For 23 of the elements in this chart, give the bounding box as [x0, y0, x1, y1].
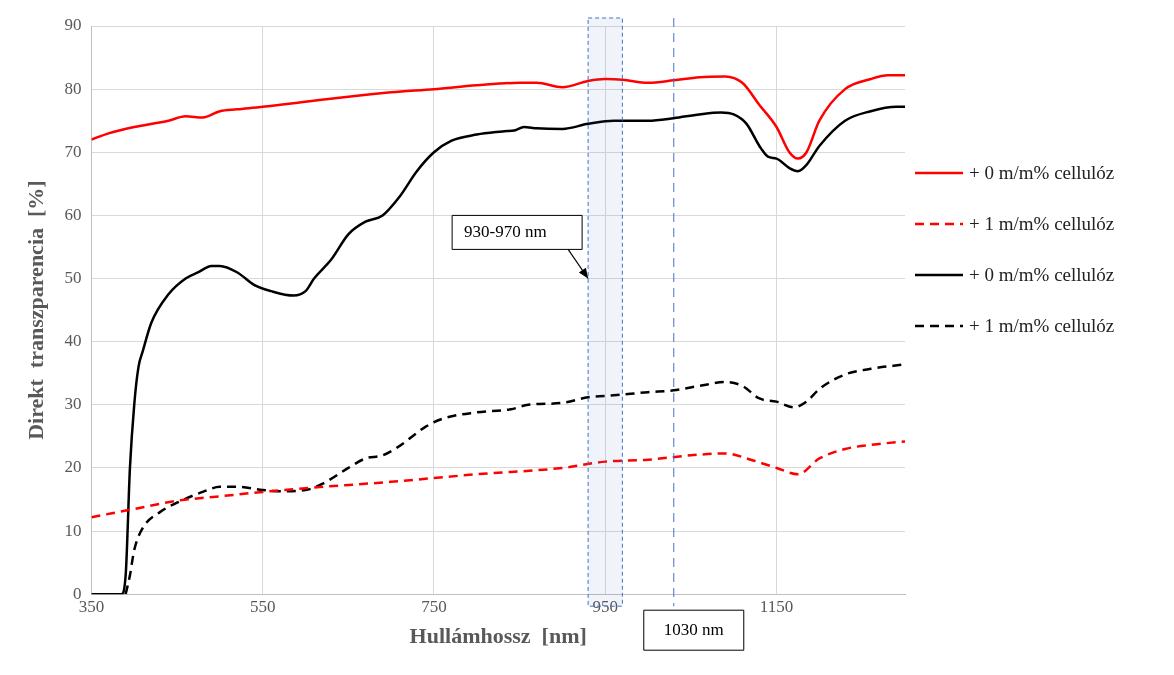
y-tick-label: 20 [64, 457, 82, 477]
x-tick-label: 950 [592, 596, 618, 616]
legend-label: + 0 m/m% cellulóz [969, 263, 1115, 287]
line-series [91, 73, 905, 160]
y-tick-label: 50 [64, 268, 82, 287]
ref-line-label: 1030 nm [663, 619, 724, 639]
x-tick-label: 1150 [759, 596, 794, 616]
legend-label: + 1 m/m% cellulóz [969, 314, 1115, 338]
y-tick-label: 40 [64, 331, 82, 351]
legend-label: + 1 m/m% cellulóz [969, 212, 1115, 236]
line-series [91, 440, 905, 519]
y-tick-label: 90 [64, 15, 82, 35]
y-tick-label: 30 [64, 394, 82, 414]
y-axis-title: Direkt transzparencia [%] [22, 180, 48, 440]
legend-label: + 0 m/m% cellulóz [969, 161, 1115, 185]
y-tick-label: 70 [64, 141, 82, 161]
y-tick-label: 60 [64, 204, 82, 224]
x-tick-label: 750 [421, 596, 447, 616]
x-axis-title: Hullámhossz [nm] [409, 623, 587, 649]
x-tick-label: 550 [249, 596, 276, 616]
y-tick-label: 10 [64, 520, 82, 540]
y-tick-label: 80 [64, 78, 82, 98]
band-label: 930-970 nm [464, 221, 547, 241]
